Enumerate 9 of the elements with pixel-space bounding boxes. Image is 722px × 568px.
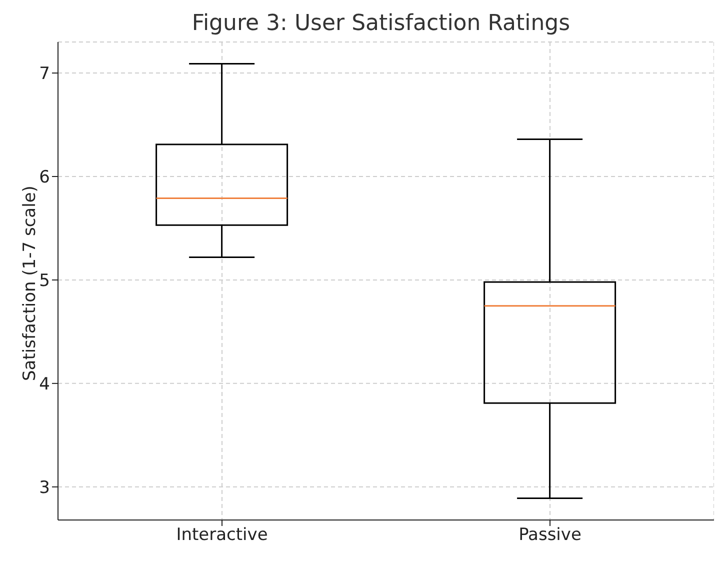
chart-title: Figure 3: User Satisfaction Ratings xyxy=(190,10,572,38)
y-tick-label: 5 xyxy=(39,271,50,291)
x-tick-label: Interactive xyxy=(176,525,268,546)
y-tick-label: 7 xyxy=(39,64,50,84)
x-tick-label: Passive xyxy=(518,525,582,546)
y-tick-label: 4 xyxy=(39,374,50,394)
y-axis-title: Satisfaction (1-7 scale) xyxy=(20,186,40,381)
y-tick-label: 6 xyxy=(39,168,50,188)
y-tick-label: 3 xyxy=(39,478,50,498)
